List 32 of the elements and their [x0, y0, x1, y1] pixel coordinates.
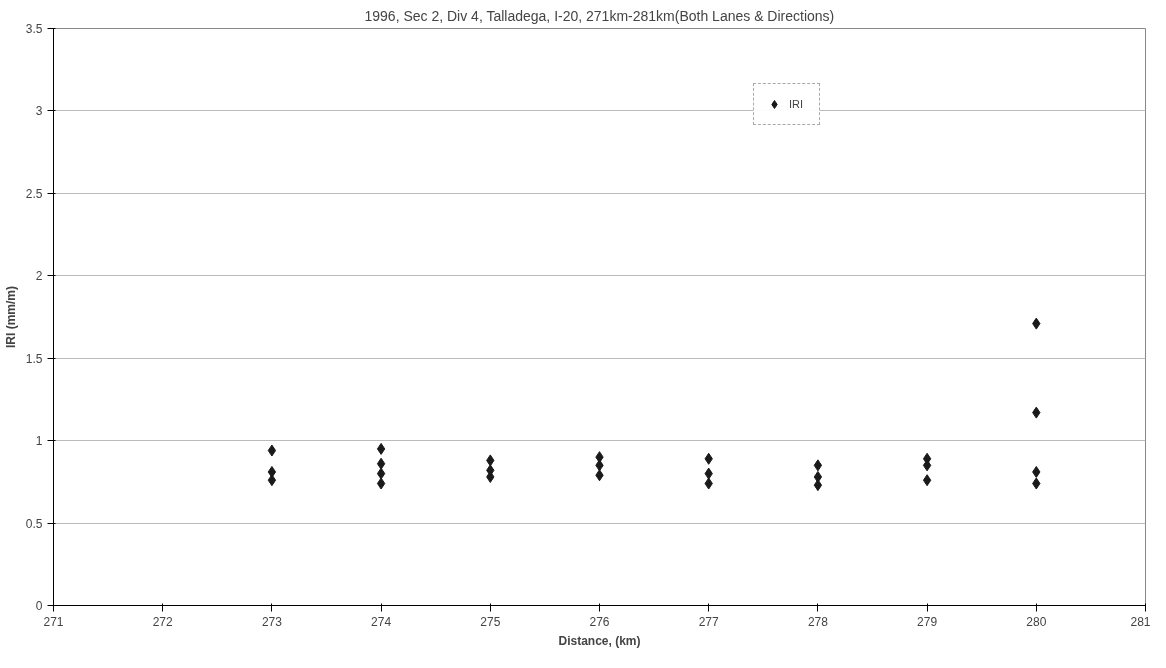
y-tick-label: 0.5 [25, 516, 43, 531]
x-tick-label: 280 [1026, 614, 1047, 629]
y-tick-label: 2.5 [25, 186, 43, 201]
x-axis-title: Distance, (km) [558, 633, 641, 648]
chart-title: 1996, Sec 2, Div 4, Talladega, I-20, 271km-281km(Both Lanes & Directions) [364, 7, 835, 24]
x-tick-label: 279 [917, 614, 938, 629]
x-tick-label: 275 [480, 614, 501, 629]
point [813, 470, 823, 483]
point [376, 442, 386, 455]
y-tick-label: 2 [35, 269, 43, 284]
y-axis-title: IRI (mm/m) [3, 285, 18, 348]
y-tick-label: 0 [35, 599, 43, 613]
point [376, 467, 386, 480]
point [267, 444, 277, 457]
x-tick-label: 274 [371, 614, 392, 629]
x-tick-label: 281 [1130, 614, 1151, 629]
x-tick-label: 271 [43, 614, 64, 629]
x-tick-label: 272 [152, 614, 174, 629]
point [376, 477, 386, 490]
y-tick-label: 3 [35, 104, 43, 119]
x-tick-label: 277 [698, 614, 720, 629]
y-tick-label: 1.5 [25, 351, 43, 366]
y-tick-label: 3.5 [25, 22, 43, 36]
point [267, 465, 277, 478]
point [922, 474, 932, 487]
point [813, 459, 823, 472]
y-tick-label: 1 [35, 434, 43, 449]
point [376, 457, 386, 470]
x-tick-label: 276 [589, 614, 610, 629]
legend-label: IRI [789, 98, 805, 110]
x-tick-label: 273 [261, 614, 283, 629]
x-tick-label: 278 [807, 614, 829, 629]
